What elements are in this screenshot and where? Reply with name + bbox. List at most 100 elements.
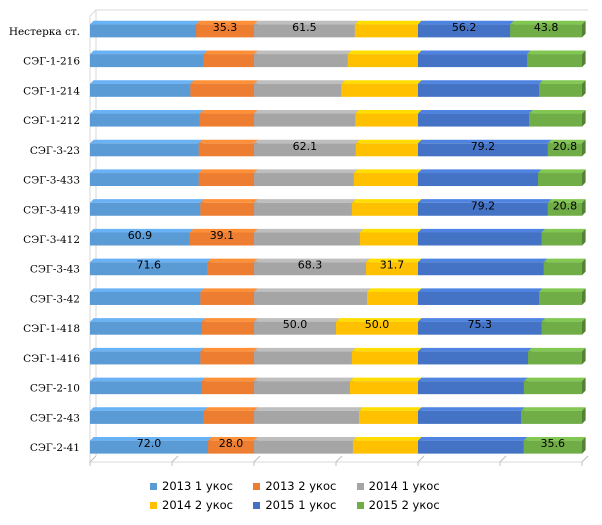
bar-side-face [582, 139, 586, 157]
data-label: 79.2 [471, 140, 496, 153]
legend-label: 2014 2 укос [162, 498, 234, 512]
bar-segment [418, 351, 529, 365]
bar-segment [90, 202, 201, 216]
bar-top-face [418, 20, 514, 25]
bar-top-face [254, 139, 360, 144]
bar-segment [351, 351, 418, 365]
bar-top-face [366, 258, 422, 263]
bar-top-face [254, 377, 354, 382]
bar-top-face [366, 288, 422, 292]
bar-segment [90, 232, 190, 246]
bar-side-face [582, 50, 586, 68]
bar-segment [254, 321, 336, 335]
bar-top-face [528, 347, 586, 352]
category-label: СЭГ-3-42 [30, 293, 80, 305]
data-label: 71.6 [136, 259, 161, 272]
bar-segment [418, 54, 528, 68]
bar-top-face [254, 20, 359, 25]
category-label: СЭГ-2-43 [30, 412, 80, 424]
bar-top-face [541, 318, 586, 322]
bar-segment [547, 202, 582, 216]
bar-top-face [359, 228, 422, 233]
bar-segment [90, 321, 202, 335]
legend-label: 2013 1 укос [162, 479, 234, 493]
category-label: СЭГ-1-416 [23, 353, 80, 365]
bar-segment [418, 143, 548, 157]
bar-segment [418, 410, 521, 424]
bar-segment [203, 54, 254, 68]
data-label: 50.0 [365, 318, 390, 331]
data-labels: 35.3 61.5 56.2 43.8 62.1 79.2 20.8 79.2 20.8 60.9… [128, 21, 578, 450]
bar-segment [355, 143, 418, 157]
bar-top-face [200, 199, 258, 203]
legend-item-2013-2: 2013 2 укос [253, 479, 356, 493]
bar-top-face [254, 318, 340, 322]
bar-segment [200, 202, 254, 216]
bar-segment [341, 83, 418, 97]
bar-segment [254, 143, 356, 157]
legend-swatch [150, 482, 157, 490]
data-label: 50.0 [283, 318, 308, 331]
bar-top-face [254, 50, 352, 55]
legend-swatch [356, 482, 364, 490]
bar-side-face [582, 347, 586, 365]
data-label: 79.2 [471, 199, 496, 212]
bar-segment [254, 202, 352, 216]
bar-top-face [527, 50, 586, 55]
bar-top-face [90, 20, 200, 25]
bar-segment [90, 291, 201, 305]
bar-segment [418, 321, 542, 335]
data-label: 31.7 [380, 259, 405, 272]
bar-top-face [347, 50, 422, 55]
bar-top-face [189, 228, 258, 233]
bar-segment [418, 440, 524, 454]
bar-segment [349, 381, 418, 395]
legend-swatch [356, 501, 364, 509]
data-label: 35.6 [541, 437, 566, 450]
bar-segment [190, 83, 254, 97]
bar-segment [354, 24, 418, 38]
bar-segment [355, 113, 418, 127]
category-label: СЭГ-3-433 [23, 175, 80, 187]
bar-top-face [90, 109, 204, 114]
data-label: 62.1 [293, 140, 318, 153]
bar-segment [418, 232, 542, 246]
bar-segment [543, 262, 582, 276]
bar-segment [254, 54, 348, 68]
bar-top-face [254, 258, 370, 263]
bar-segment [351, 202, 418, 216]
bar-segment [90, 173, 199, 187]
legend-item-2014-2: 2014 2 укос [150, 498, 253, 512]
bar-top-face [90, 258, 212, 263]
data-label: 56.2 [452, 21, 477, 34]
data-label: 39.1 [210, 229, 235, 242]
bar-segment [90, 24, 197, 38]
bar-top-face [523, 377, 586, 382]
bar-segment [90, 410, 204, 424]
bar-segment [90, 54, 204, 68]
bar-top-face [90, 437, 212, 441]
bar-segment [254, 291, 367, 305]
bar-segment [189, 232, 254, 246]
bar-segment [200, 291, 254, 305]
bar-segment [539, 83, 582, 97]
bar-segment [199, 113, 254, 127]
bar-top-face [254, 199, 356, 203]
bar-top-face [352, 437, 422, 441]
bar-segment [254, 262, 367, 276]
bar-segment [528, 351, 582, 365]
bar-top-face [418, 288, 543, 292]
bar-segment [201, 381, 254, 395]
data-label: 68.3 [298, 259, 323, 272]
legend-item-2015-2: 2015 2 укос [356, 498, 460, 512]
bar-top-face [336, 318, 422, 322]
bar-segment [90, 351, 201, 365]
category-label: СЭГ-1-418 [23, 323, 80, 335]
bar-side-face [582, 169, 586, 187]
data-label: 35.3 [213, 21, 238, 34]
category-label: СЭГ-1-214 [23, 85, 80, 97]
bar-segment [359, 232, 418, 246]
bar-segment [541, 232, 582, 246]
bar-top-face [254, 80, 345, 84]
bar-top-face [418, 199, 552, 203]
